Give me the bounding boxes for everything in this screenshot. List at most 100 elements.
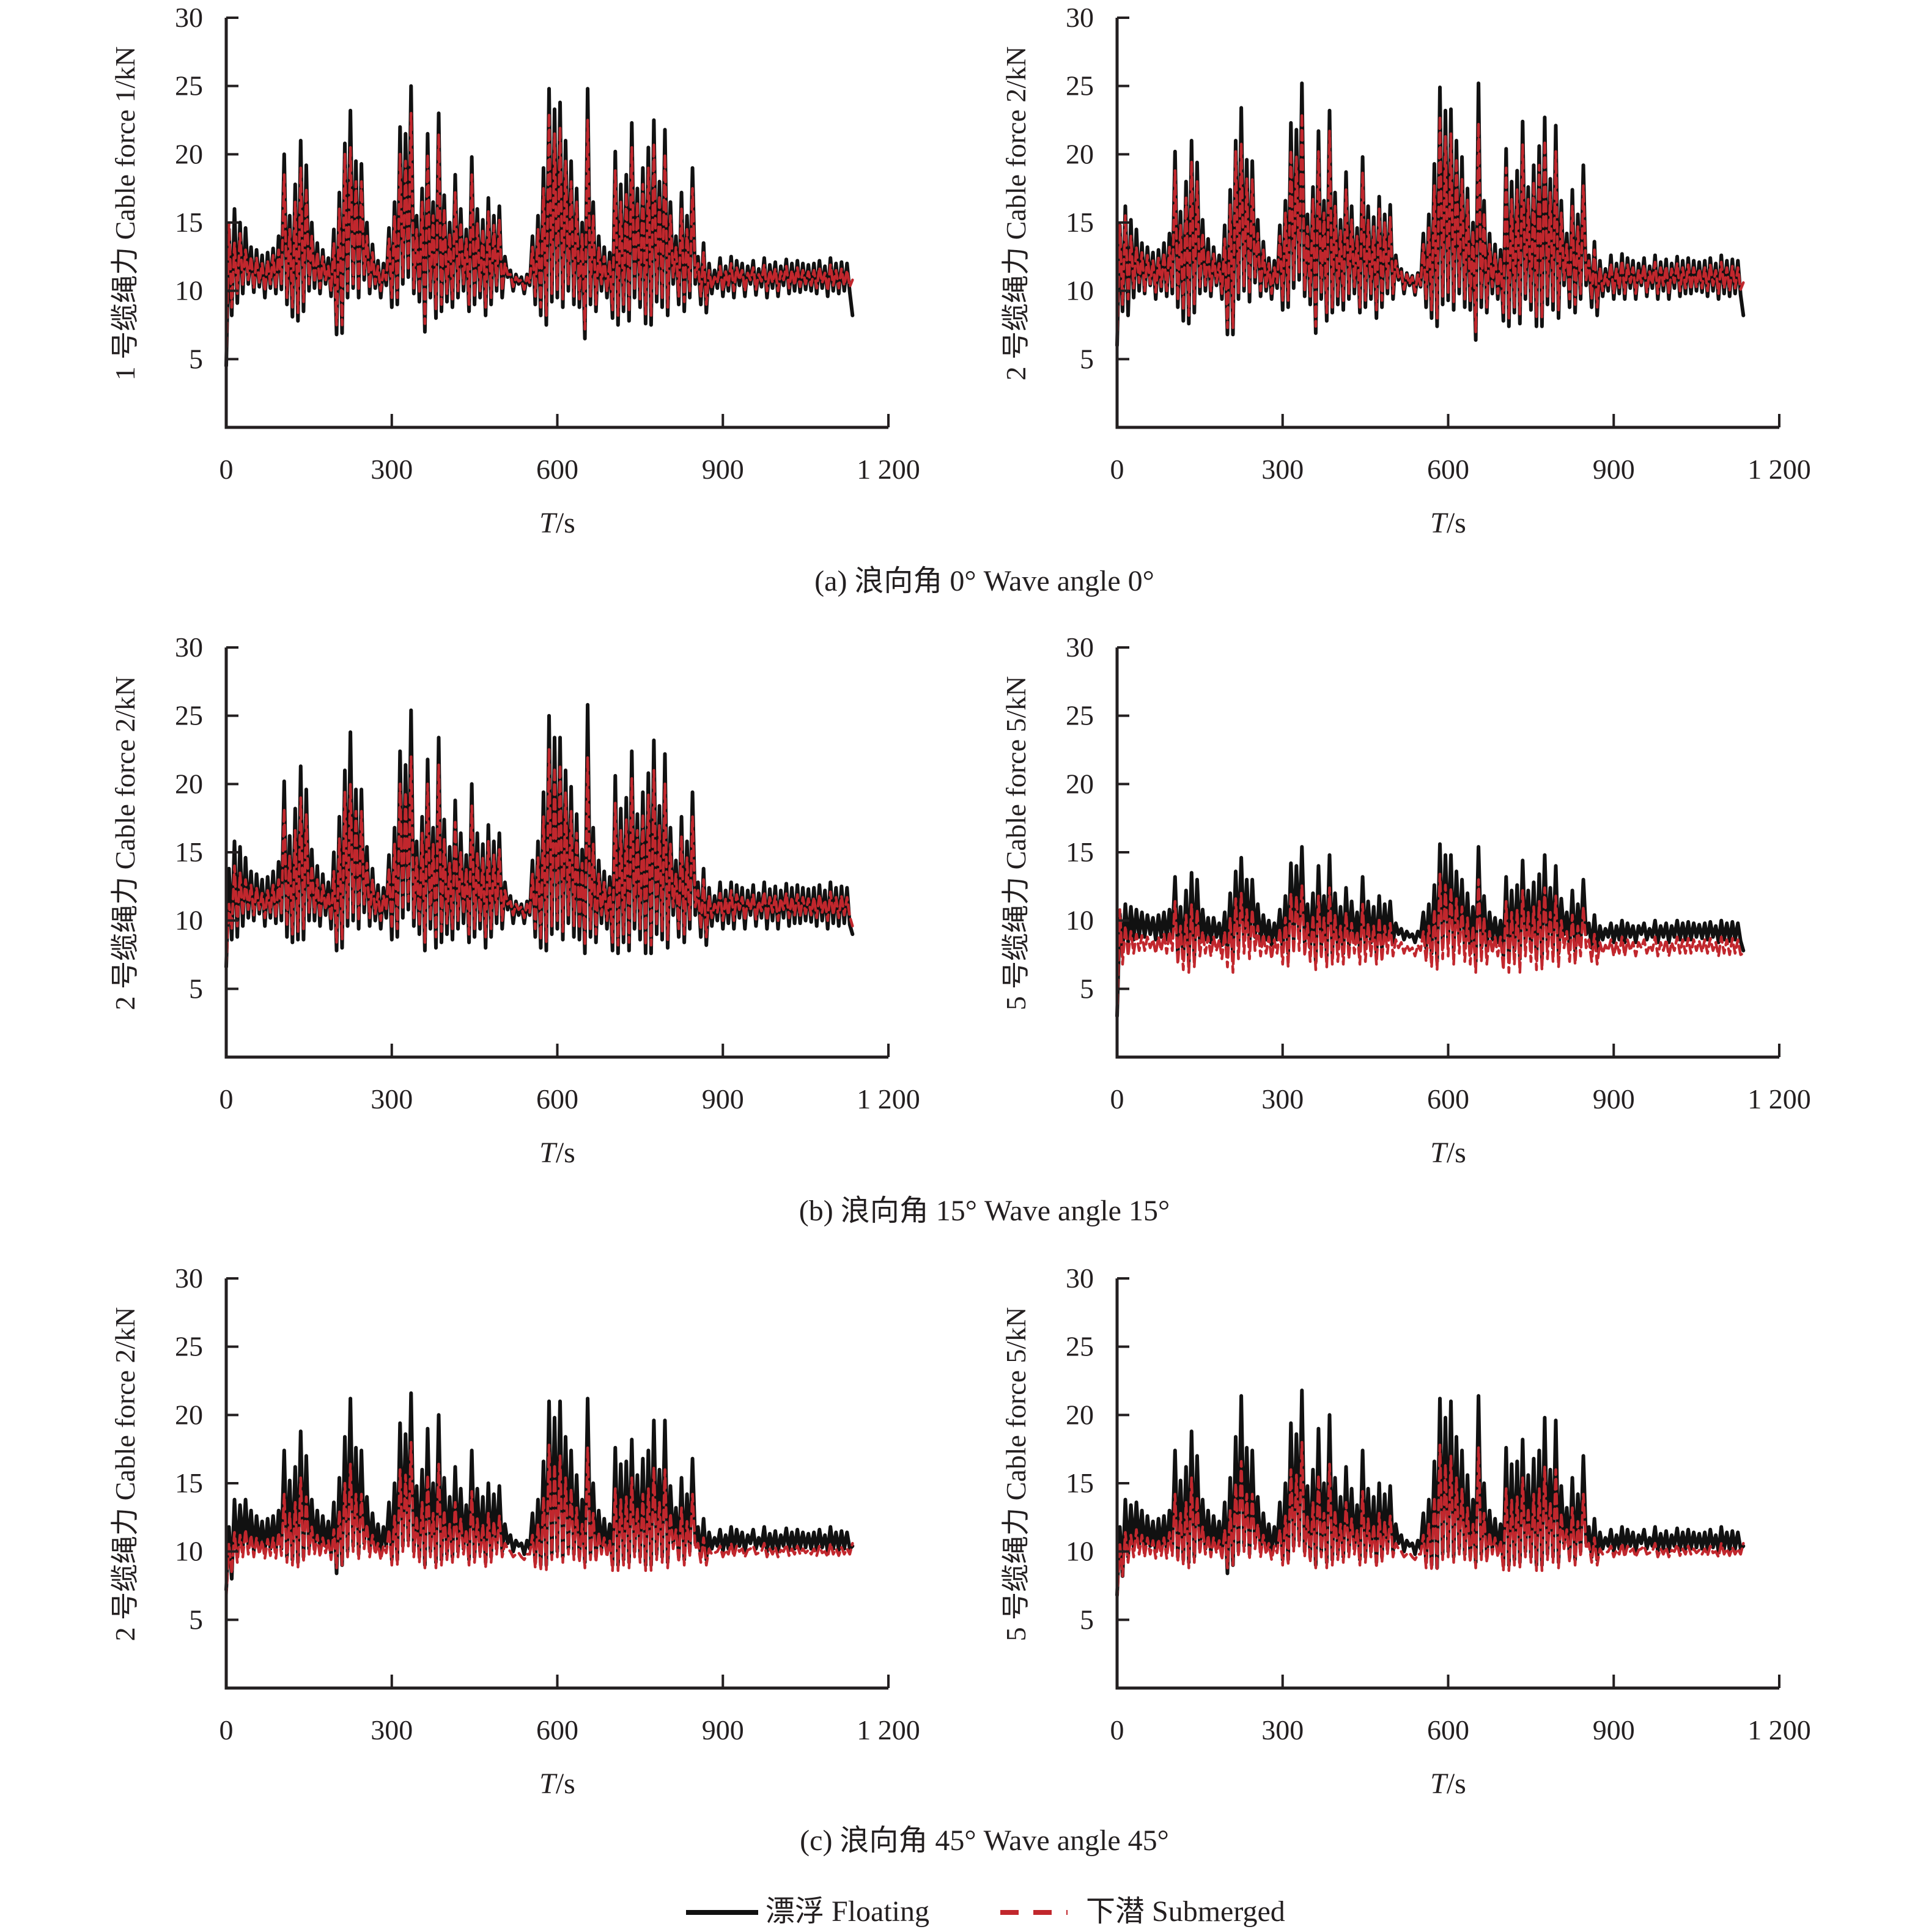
x-tick-label: 600 (536, 1714, 578, 1746)
y-axis-label: 5 号缆绳力 Cable force 5/kN (1000, 1307, 1031, 1642)
x-tick-label: 900 (702, 1083, 744, 1115)
y-tick-label: 10 (175, 275, 203, 306)
y-tick-label: 30 (1066, 1263, 1094, 1294)
y-tick-label: 15 (175, 836, 203, 868)
x-axis-label: T/s (1430, 1137, 1466, 1169)
x-axis-label-symbol: T (1430, 507, 1448, 539)
x-tick-label: 1 200 (1747, 1714, 1811, 1746)
series-submerged-line (224, 112, 854, 364)
x-axis-label: T/s (1430, 507, 1466, 539)
x-axis-label: T/s (539, 1137, 575, 1169)
x-tick-label: 1 200 (1747, 1083, 1811, 1115)
x-tick-label: 900 (1593, 1083, 1635, 1115)
x-axis-label-unit: /s (556, 507, 575, 539)
x-axis-label-symbol: T (539, 507, 558, 539)
series-submerged-line (1115, 1440, 1745, 1602)
x-axis-label: T/s (1430, 1768, 1466, 1800)
y-tick-label: 20 (175, 1399, 203, 1430)
y-tick-label: 25 (1066, 70, 1094, 101)
caption-a: (a) 浪向角 0° Wave angle 0° (814, 565, 1154, 597)
y-tick-label: 30 (175, 2, 203, 33)
y-tick-label: 15 (1066, 1467, 1094, 1499)
x-tick-label: 900 (702, 1714, 744, 1746)
x-tick-label: 300 (371, 454, 413, 485)
x-axis-label-unit: /s (556, 1137, 575, 1169)
y-tick-label: 25 (1066, 1331, 1094, 1362)
y-tick-label: 20 (175, 768, 203, 799)
x-tick-label: 900 (1593, 1714, 1635, 1746)
x-axis-label-unit: /s (1447, 507, 1466, 539)
series-submerged-line (224, 1440, 854, 1599)
y-tick-label: 25 (175, 70, 203, 101)
x-tick-label: 0 (220, 1714, 234, 1746)
x-tick-label: 0 (1110, 454, 1124, 485)
x-tick-label: 1 200 (857, 454, 920, 485)
y-tick-label: 10 (1066, 275, 1094, 306)
x-tick-label: 600 (1427, 454, 1469, 485)
y-tick-label: 10 (1066, 905, 1094, 936)
x-axis-label-symbol: T (1430, 1768, 1448, 1800)
y-tick-label: 5 (189, 1604, 203, 1635)
x-axis-label-symbol: T (539, 1137, 558, 1169)
legend-floating-label: 漂浮 Floating (766, 1895, 929, 1928)
x-tick-label: 600 (1427, 1714, 1469, 1746)
x-tick-label: 0 (220, 1083, 234, 1115)
y-tick-label: 30 (175, 1263, 203, 1294)
x-tick-label: 900 (702, 454, 744, 485)
x-axis-label-symbol: T (1430, 1137, 1448, 1169)
caption-c: (c) 浪向角 45° Wave angle 45° (800, 1824, 1169, 1857)
y-axis-label: 1 号缆绳力 Cable force 1/kN (109, 46, 141, 381)
x-tick-label: 1 200 (857, 1083, 920, 1115)
y-tick-label: 5 (1080, 343, 1094, 374)
y-tick-label: 10 (1066, 1536, 1094, 1567)
x-tick-label: 600 (1427, 1083, 1469, 1115)
x-tick-label: 0 (1110, 1083, 1124, 1115)
x-tick-label: 0 (220, 454, 234, 485)
x-tick-label: 300 (1261, 1083, 1304, 1115)
y-tick-label: 5 (1080, 973, 1094, 1004)
y-axis-label: 2 号缆绳力 Cable force 2/kN (109, 1307, 141, 1642)
x-axis-label: T/s (539, 507, 575, 539)
y-tick-label: 25 (1066, 700, 1094, 731)
y-tick-label: 10 (175, 905, 203, 936)
x-axis-label: T/s (539, 1768, 575, 1800)
y-tick-label: 15 (1066, 836, 1094, 868)
series-submerged-line (1115, 112, 1745, 347)
x-axis-label-unit: /s (1447, 1768, 1466, 1800)
x-tick-label: 1 200 (857, 1714, 920, 1746)
y-axis-label: 5 号缆绳力 Cable force 5/kN (1000, 676, 1031, 1011)
y-tick-label: 15 (175, 207, 203, 238)
y-tick-label: 30 (1066, 2, 1094, 33)
x-tick-label: 300 (371, 1083, 413, 1115)
series-submerged-line (1115, 872, 1745, 1020)
x-axis-label-unit: /s (556, 1768, 575, 1800)
y-tick-label: 20 (1066, 1399, 1094, 1430)
caption-b: (b) 浪向角 15° Wave angle 15° (799, 1195, 1170, 1227)
x-tick-label: 1 200 (1747, 454, 1811, 485)
series-submerged-line (224, 747, 854, 968)
legend-submerged-label: 下潜 Submerged (1086, 1895, 1285, 1928)
y-tick-label: 5 (189, 973, 203, 1004)
y-tick-label: 5 (189, 343, 203, 374)
x-tick-label: 300 (371, 1714, 413, 1746)
axes (1115, 647, 1779, 1059)
y-axis-label: 2 号缆绳力 Cable force 2/kN (109, 676, 141, 1011)
y-tick-label: 30 (175, 632, 203, 663)
x-tick-label: 300 (1261, 1714, 1304, 1746)
y-tick-label: 25 (175, 1331, 203, 1362)
x-tick-label: 600 (536, 454, 578, 485)
y-tick-label: 15 (1066, 207, 1094, 238)
x-axis-label-unit: /s (1447, 1137, 1466, 1169)
y-tick-label: 30 (1066, 632, 1094, 663)
series-floating-line (224, 84, 855, 368)
y-tick-label: 5 (1080, 1604, 1094, 1635)
x-tick-label: 600 (536, 1083, 578, 1115)
